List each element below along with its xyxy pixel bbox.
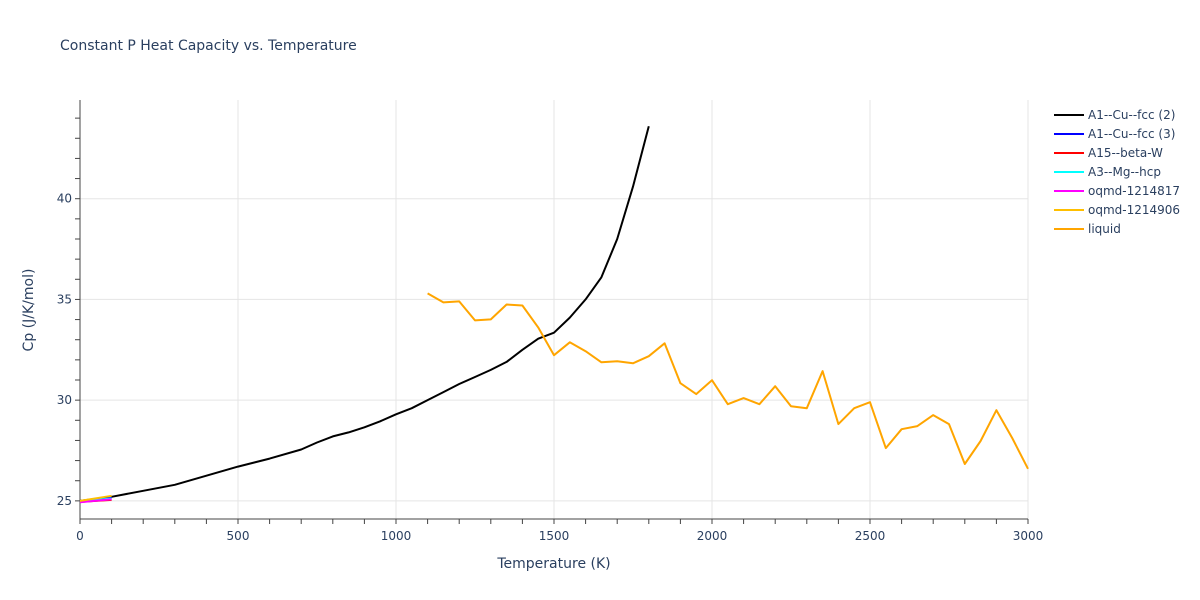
legend-label: oqmd-1214906 [1088, 203, 1180, 217]
y-tick-label: 40 [57, 192, 72, 206]
legend-label: A1--Cu--fcc (3) [1088, 127, 1175, 141]
legend[interactable]: A1--Cu--fcc (2) A1--Cu--fcc (3) A15--beta-… [1054, 108, 1180, 236]
legend-label: A1--Cu--fcc (2) [1088, 108, 1175, 122]
y-tick-label: 30 [57, 393, 72, 407]
legend-item[interactable]: A3--Mg--hcp [1054, 165, 1161, 179]
x-tick-label: 2500 [855, 529, 886, 543]
series-lines [79, 125, 1029, 504]
legend-item[interactable]: A1--Cu--fcc (2) [1054, 108, 1175, 122]
legend-label: liquid [1088, 222, 1121, 236]
legend-item[interactable]: oqmd-1214906 [1054, 203, 1180, 217]
x-tick-label: 500 [227, 529, 250, 543]
legend-item[interactable]: A15--beta-W [1054, 146, 1163, 160]
legend-item[interactable]: oqmd-1214817 [1054, 184, 1180, 198]
y-tick-label: 35 [57, 292, 72, 306]
x-tick-label: 2000 [697, 529, 728, 543]
y-tick-labels: 25 30 35 40 [57, 192, 72, 508]
x-tick-label: 1000 [381, 529, 412, 543]
series-line-a1-cu-fcc-2- [79, 125, 650, 502]
legend-label: A3--Mg--hcp [1088, 165, 1161, 179]
y-axis-title: Cp (J/K/mol) [21, 269, 37, 352]
grid-lines [80, 100, 1029, 519]
series-line-oqmd-1214817 [79, 498, 112, 504]
series-line-oqmd-1214906 [79, 494, 112, 502]
x-tick-labels: 0 500 1000 1500 2000 2500 3000 [76, 529, 1043, 543]
series-line-liquid [427, 292, 1029, 470]
y-tick-label: 25 [57, 494, 72, 508]
x-tick-label: 3000 [1013, 529, 1044, 543]
legend-item[interactable]: liquid [1054, 222, 1121, 236]
axes [75, 100, 1029, 524]
x-axis-title: Temperature (K) [496, 556, 610, 572]
legend-label: oqmd-1214817 [1088, 184, 1180, 198]
x-tick-label: 0 [76, 529, 84, 543]
chart-title: Constant P Heat Capacity vs. Temperature [60, 38, 357, 54]
legend-item[interactable]: A1--Cu--fcc (3) [1054, 127, 1175, 141]
legend-label: A15--beta-W [1088, 146, 1163, 160]
x-tick-label: 1500 [539, 529, 570, 543]
